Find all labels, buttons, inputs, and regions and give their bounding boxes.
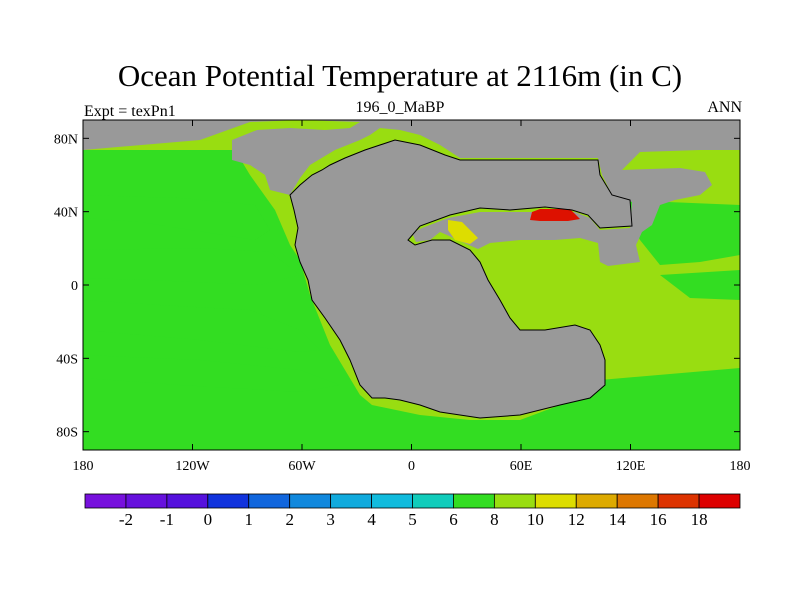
colorbar-swatch bbox=[207, 493, 250, 509]
colorbar-swatch bbox=[493, 493, 536, 509]
colorbar-swatch bbox=[166, 493, 209, 509]
colorbar-label: -1 bbox=[160, 510, 174, 529]
colorbar-label: 4 bbox=[367, 510, 376, 529]
experiment-label: Expt = texPn1 bbox=[84, 103, 176, 120]
map-title: Ocean Potential Temperature at 2116m (in… bbox=[117, 58, 683, 93]
land-mass bbox=[83, 120, 740, 266]
colorbar-label: 6 bbox=[449, 510, 458, 529]
colorbar-swatch bbox=[616, 493, 659, 509]
coastline bbox=[289, 139, 633, 419]
colorbar-swatch bbox=[371, 493, 413, 509]
colorbar-label: -2 bbox=[119, 510, 133, 529]
cool-water-region bbox=[83, 195, 270, 240]
x-tick-label: 60W bbox=[288, 459, 316, 474]
colorbar-swatch bbox=[125, 493, 168, 509]
y-tick-label: 80N bbox=[54, 132, 78, 147]
x-tick-label: 120W bbox=[175, 459, 210, 474]
cool-water-region bbox=[83, 248, 300, 285]
land-mass bbox=[290, 140, 632, 418]
colorbar-label: 14 bbox=[609, 510, 627, 529]
colorbar: -2 -1 0 1 2 3 4 5 6 8 10 12 14 16 18 bbox=[84, 493, 741, 529]
colorbar-swatch bbox=[657, 493, 700, 509]
warm-water-region bbox=[448, 220, 478, 244]
cool-water-region bbox=[660, 270, 740, 300]
colorbar-label: 8 bbox=[490, 510, 499, 529]
x-tick-label: 0 bbox=[408, 459, 415, 474]
cool-water-region bbox=[83, 355, 340, 392]
colorbar-label: 2 bbox=[285, 510, 294, 529]
colorbar-label: 16 bbox=[650, 510, 667, 529]
colorbar-label: 3 bbox=[326, 510, 335, 529]
colorbar-swatch bbox=[698, 493, 741, 509]
map-plot-area bbox=[82, 119, 741, 451]
x-tick-label: 60E bbox=[510, 459, 533, 474]
colorbar-swatch bbox=[575, 493, 618, 509]
y-tick-label: 80S bbox=[56, 426, 78, 441]
time-label: 196_0_MaBP bbox=[355, 99, 445, 116]
colorbar-swatch bbox=[453, 493, 495, 509]
colorbar-swatch bbox=[248, 493, 291, 509]
y-tick-label: 0 bbox=[71, 279, 78, 294]
colorbar-label: 18 bbox=[691, 510, 708, 529]
colorbar-label: 0 bbox=[204, 510, 213, 529]
cool-water-region bbox=[83, 300, 320, 352]
y-tick-label: 40N bbox=[54, 206, 78, 221]
colorbar-label: 5 bbox=[408, 510, 417, 529]
x-tick-label: 180 bbox=[73, 459, 94, 474]
colorbar-swatch bbox=[84, 493, 127, 509]
colorbar-label: 10 bbox=[527, 510, 544, 529]
colorbar-label: 12 bbox=[568, 510, 585, 529]
colorbar-label: 1 bbox=[245, 510, 254, 529]
colorbar-swatch bbox=[534, 493, 577, 509]
colorbar-swatch bbox=[289, 493, 332, 509]
x-tick-label: 180 bbox=[730, 459, 751, 474]
hot-water-region bbox=[530, 209, 580, 221]
season-label: ANN bbox=[707, 99, 742, 116]
x-tick-label: 120E bbox=[616, 459, 646, 474]
colorbar-swatch bbox=[412, 493, 454, 509]
colorbar-swatch bbox=[330, 493, 372, 509]
map-axes: 180 120W 60W 0 60E 120E 180 80N 40N 0 40S 80S bbox=[54, 120, 751, 474]
y-tick-label: 40S bbox=[56, 352, 78, 367]
